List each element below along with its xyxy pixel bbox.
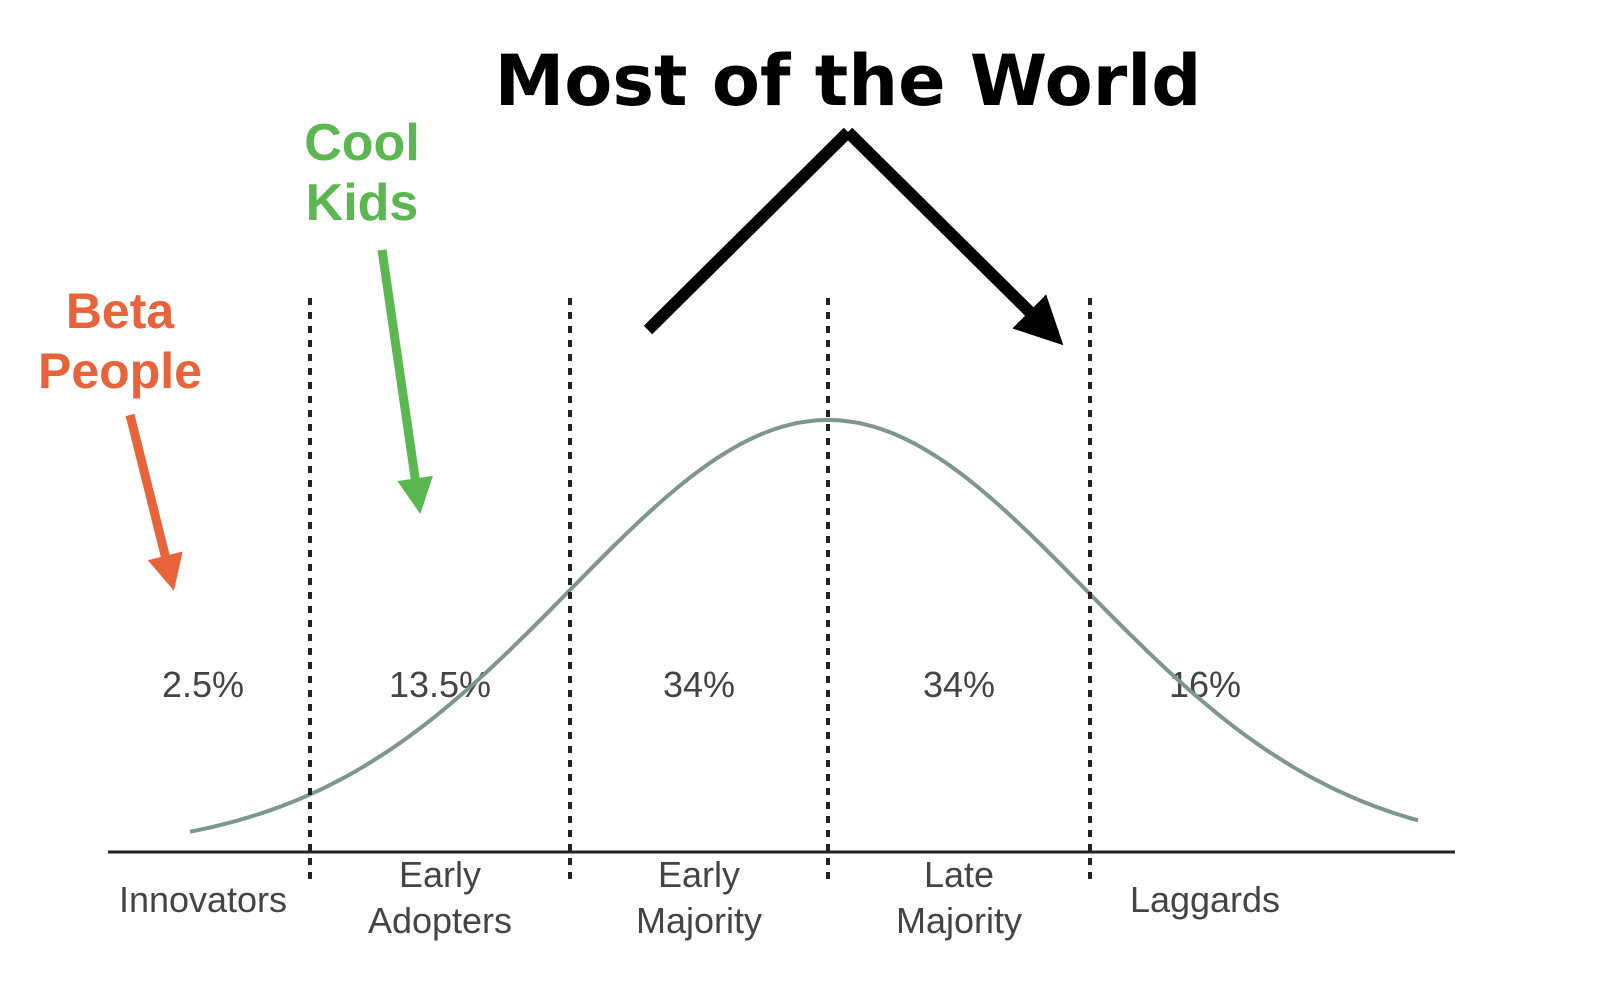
chart-title: Most of the World	[495, 40, 1202, 122]
value-label: 16%	[1169, 664, 1241, 705]
category-label: Early Majority	[636, 854, 762, 941]
category-label: Early Adopters	[368, 854, 512, 941]
bell-curve	[189, 418, 1419, 834]
value-label: 34%	[923, 664, 995, 705]
segment-area	[828, 420, 1090, 852]
annotation: Cool Kids	[304, 114, 420, 232]
annotation: Beta People	[38, 283, 202, 399]
arrow	[125, 413, 183, 591]
category-label: Laggards	[1130, 879, 1280, 920]
value-label: 34%	[663, 664, 735, 705]
segment-area	[570, 420, 828, 852]
value-label: 2.5%	[162, 664, 244, 705]
segment-area	[1090, 594, 1420, 852]
arrows	[643, 127, 1048, 330]
arrow	[377, 249, 433, 515]
category-label: Innovators	[119, 879, 287, 920]
category-label: Late Majority	[896, 854, 1022, 941]
